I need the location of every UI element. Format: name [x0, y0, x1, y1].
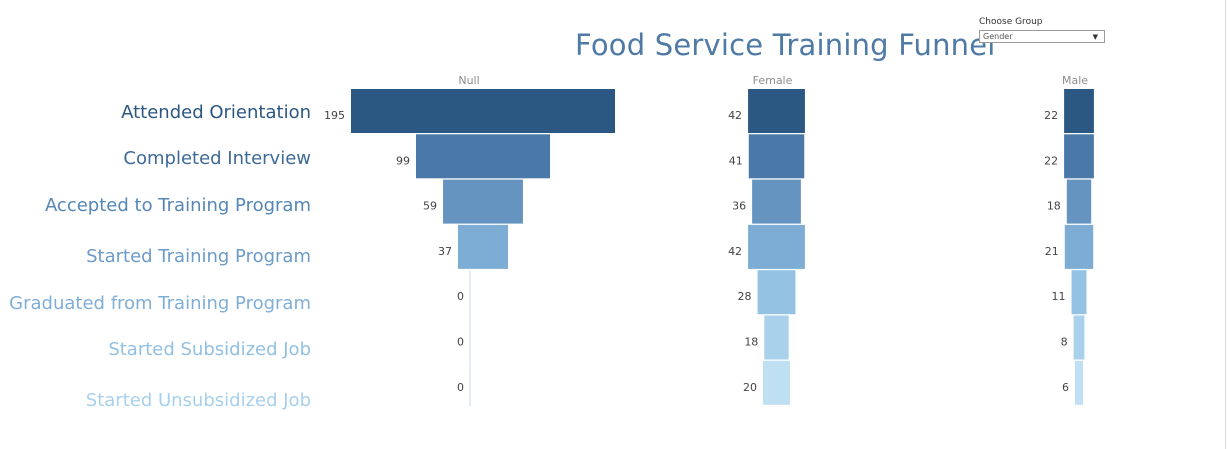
- value-label: 99: [396, 154, 410, 167]
- chart-title: Food Service Training Funnel: [575, 28, 996, 62]
- stage-label: Started Unsubsidized Job: [86, 390, 311, 411]
- stage-label: Started Training Program: [86, 246, 311, 267]
- funnel-bar[interactable]: [764, 315, 789, 360]
- value-label: 0: [457, 290, 464, 303]
- funnel-bar[interactable]: [1074, 360, 1084, 405]
- funnel-bar[interactable]: [443, 179, 523, 224]
- stage-label: Started Subsidized Job: [108, 339, 311, 360]
- value-label: 59: [423, 200, 437, 213]
- funnel-bar[interactable]: [1066, 179, 1092, 224]
- value-label: 22: [1044, 109, 1058, 122]
- value-label: 20: [743, 381, 757, 394]
- funnel-bar[interactable]: [1064, 134, 1094, 179]
- value-label: 42: [728, 245, 742, 258]
- value-label: 6: [1062, 381, 1069, 394]
- series-header: Female: [753, 74, 793, 87]
- funnel-bar[interactable]: [1071, 270, 1087, 315]
- value-label: 18: [744, 336, 758, 349]
- value-label: 22: [1044, 154, 1058, 167]
- group-select[interactable]: Gender ▼: [979, 30, 1105, 43]
- choose-group-filter: Choose Group Gender ▼: [979, 17, 1105, 43]
- stage-label: Accepted to Training Program: [45, 195, 311, 216]
- series-header: Null: [458, 74, 479, 87]
- filter-label: Choose Group: [979, 17, 1043, 27]
- value-label: 28: [738, 290, 752, 303]
- value-label: 36: [732, 200, 746, 213]
- funnel-bar[interactable]: [351, 89, 615, 133]
- stage-label: Attended Orientation: [121, 102, 311, 123]
- funnel-bar[interactable]: [748, 89, 805, 133]
- value-label: 0: [457, 336, 464, 349]
- value-label: 11: [1052, 290, 1066, 303]
- value-label: 0: [457, 381, 464, 394]
- value-label: 21: [1045, 245, 1059, 258]
- stage-label: Completed Interview: [123, 148, 311, 169]
- panel-divider: [1225, 0, 1226, 449]
- value-label: 18: [1047, 200, 1061, 213]
- funnel-bar[interactable]: [748, 134, 805, 179]
- funnel-bar[interactable]: [748, 224, 805, 269]
- value-label: 42: [728, 109, 742, 122]
- funnel-bar[interactable]: [752, 179, 801, 224]
- series-header: Male: [1062, 74, 1088, 87]
- funnel-bar[interactable]: [1064, 224, 1094, 269]
- funnel-bar[interactable]: [762, 360, 791, 405]
- value-label: 8: [1061, 336, 1068, 349]
- stage-label: Graduated from Training Program: [9, 293, 311, 314]
- value-label: 195: [324, 109, 345, 122]
- caret-down-icon: ▼: [1092, 32, 1098, 41]
- group-select-value: Gender: [983, 32, 1013, 41]
- value-label: 41: [729, 154, 743, 167]
- funnel-bar[interactable]: [457, 224, 509, 269]
- value-label: 37: [438, 245, 452, 258]
- funnel-bar[interactable]: [757, 270, 796, 315]
- funnel-bar[interactable]: [1073, 315, 1085, 360]
- funnel-bar[interactable]: [415, 134, 551, 179]
- funnel-bar[interactable]: [1064, 89, 1094, 133]
